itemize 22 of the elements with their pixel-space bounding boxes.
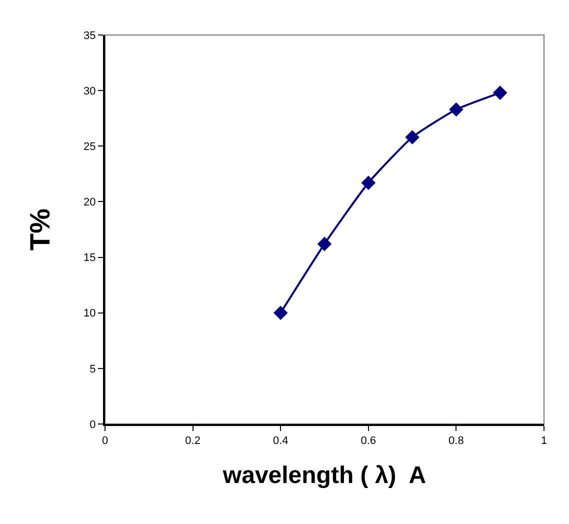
x-tick-label: 0 xyxy=(102,435,108,448)
y-tick-label: 20 xyxy=(84,196,96,209)
y-tick-label: 0 xyxy=(90,418,96,431)
y-tick-label: 30 xyxy=(84,85,96,98)
point xyxy=(361,176,376,190)
y-axis-title: T% xyxy=(24,208,56,250)
y-tick-label: 25 xyxy=(84,140,96,153)
y-tick-label: 5 xyxy=(90,363,96,376)
point xyxy=(317,236,332,252)
x-axis-title: wavelength ( λ) A xyxy=(222,462,426,489)
x-tick-label: 0.2 xyxy=(185,435,200,448)
point xyxy=(449,102,464,117)
x-tick-label: 1 xyxy=(540,435,548,448)
point xyxy=(405,130,420,144)
point xyxy=(273,306,288,320)
x-tick-label: 0.4 xyxy=(272,435,288,448)
x-tick-label: 0.6 xyxy=(360,435,376,448)
point xyxy=(492,86,508,100)
y-tick-label: 15 xyxy=(84,252,96,264)
x-tick-label: 0.8 xyxy=(448,435,464,448)
y-tick-label: 35 xyxy=(84,30,96,42)
y-tick-label: 10 xyxy=(84,308,96,320)
